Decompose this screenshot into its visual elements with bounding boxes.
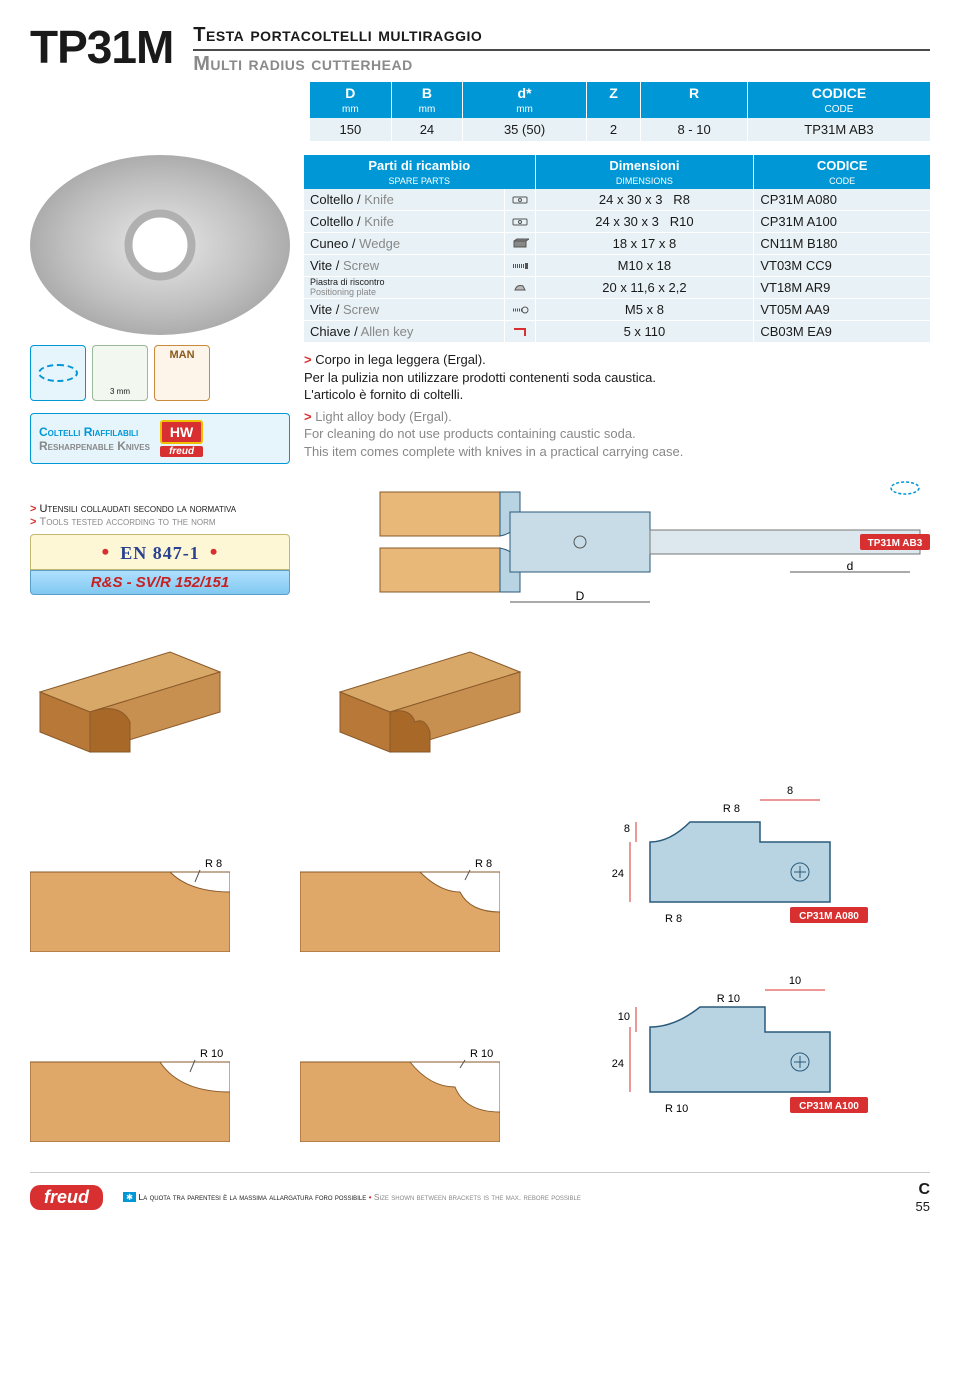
parts-header: Parti di ricambio <box>304 155 535 176</box>
wood-section-r10-double: R 10 <box>300 1042 500 1142</box>
svg-text:R 10: R 10 <box>665 1103 688 1115</box>
svg-text:R 8: R 8 <box>665 913 682 925</box>
usage-notes: > Corpo in lega leggera (Ergal). Per la … <box>304 351 930 460</box>
wedge-icon <box>504 233 535 255</box>
wood-profile-3d <box>30 632 230 762</box>
col-Z: Z <box>586 82 640 104</box>
freud-logo: freud <box>30 1185 103 1210</box>
product-code: TP31M <box>30 20 173 74</box>
page-footer: freud ✱ La quota tra parentesi è la mass… <box>30 1172 930 1214</box>
spare-parts-table: Parti di ricambio Dimensioni CODICE SPAR… <box>304 155 930 343</box>
wood-section-r8-double: R 8 <box>300 852 500 952</box>
svg-text:d: d <box>847 559 854 573</box>
screw2-icon <box>504 299 535 321</box>
svg-text:CP31M A100: CP31M A100 <box>799 1101 859 1112</box>
cutterhead-photo <box>30 155 290 335</box>
wood-section-r8-single: R 8 <box>30 852 230 952</box>
wood-section-r10-single: R 10 <box>30 1042 230 1142</box>
wood-profile-3d <box>330 632 530 762</box>
table-row: Piastra di riscontroPositioning plate20 … <box>304 277 930 299</box>
svg-text:R 10: R 10 <box>470 1048 493 1060</box>
rotation-icon <box>30 345 86 401</box>
col-B: B <box>391 82 463 104</box>
en847-badge: •EN 847-1• R&S - SV/R 152/151 <box>30 534 290 595</box>
cutterhead-section-diagram: D d TP31M AB3 <box>370 472 930 612</box>
table-row: Coltello / Knife24 x 30 x 3 R8CP31M A080 <box>304 189 930 211</box>
screw-icon <box>504 255 535 277</box>
svg-text:R 8: R 8 <box>475 858 492 870</box>
table-row: Chiave / Allen key5 x 110CB03M EA9 <box>304 321 930 343</box>
svg-text:D: D <box>576 589 585 603</box>
table-row: Coltello / Knife24 x 30 x 3 R10CP31M A10… <box>304 211 930 233</box>
knife-icon <box>504 211 535 233</box>
resharpenable-label: Coltelli Riaffilabili Resharpenable Kniv… <box>30 413 290 464</box>
svg-text:10: 10 <box>618 1011 630 1023</box>
title-it: Testa portacoltelli multiraggio <box>193 24 930 47</box>
svg-text:R 10: R 10 <box>717 993 740 1005</box>
table-row: 150 24 35 (50) 2 8 - 10 TP31M AB3 <box>310 118 930 141</box>
svg-text:24: 24 <box>612 868 624 880</box>
svg-text:10: 10 <box>789 975 801 987</box>
col-d: d* <box>463 82 587 104</box>
svg-text:8: 8 <box>787 785 793 797</box>
title-en: Multi radius cutterhead <box>193 49 930 76</box>
svg-text:R 8: R 8 <box>723 803 740 815</box>
svg-text:TP31M AB3: TP31M AB3 <box>868 538 923 549</box>
svg-text:CP31M A080: CP31M A080 <box>799 911 859 922</box>
col-D: D <box>310 82 391 104</box>
table-row: Vite / ScrewM5 x 8VT05M AA9 <box>304 299 930 321</box>
svg-text:R 10: R 10 <box>200 1048 223 1060</box>
norm-text: > Utensili collaudati secondo la normati… <box>30 503 360 528</box>
main-spec-table: D B d* Z R CODICE mm mm mm CODE 150 24 3… <box>310 82 930 141</box>
knife-diagram-a080: 8 R 8 8 24 R 8 CP31M A080 <box>570 782 870 952</box>
knife-diagram-a100: 10 R 10 10 24 R 10 CP31M A100 <box>570 972 870 1142</box>
manual-feed-icon: MAN <box>154 345 210 401</box>
hw-badge: HW <box>160 420 203 444</box>
allen-icon <box>504 321 535 343</box>
freud-badge-small: freud <box>160 446 203 457</box>
table-row: Cuneo / Wedge18 x 17 x 8CN11M B180 <box>304 233 930 255</box>
col-code: CODICE <box>747 82 930 104</box>
col-R: R <box>641 82 748 104</box>
svg-text:R 8: R 8 <box>205 858 222 870</box>
table-row: Vite / ScrewM10 x 18VT03M CC9 <box>304 255 930 277</box>
knife-grind-icon: 3 mm <box>92 345 148 401</box>
svg-text:24: 24 <box>612 1058 624 1070</box>
plate-icon <box>504 277 535 299</box>
knife-icon <box>504 189 535 211</box>
svg-text:8: 8 <box>624 823 630 835</box>
